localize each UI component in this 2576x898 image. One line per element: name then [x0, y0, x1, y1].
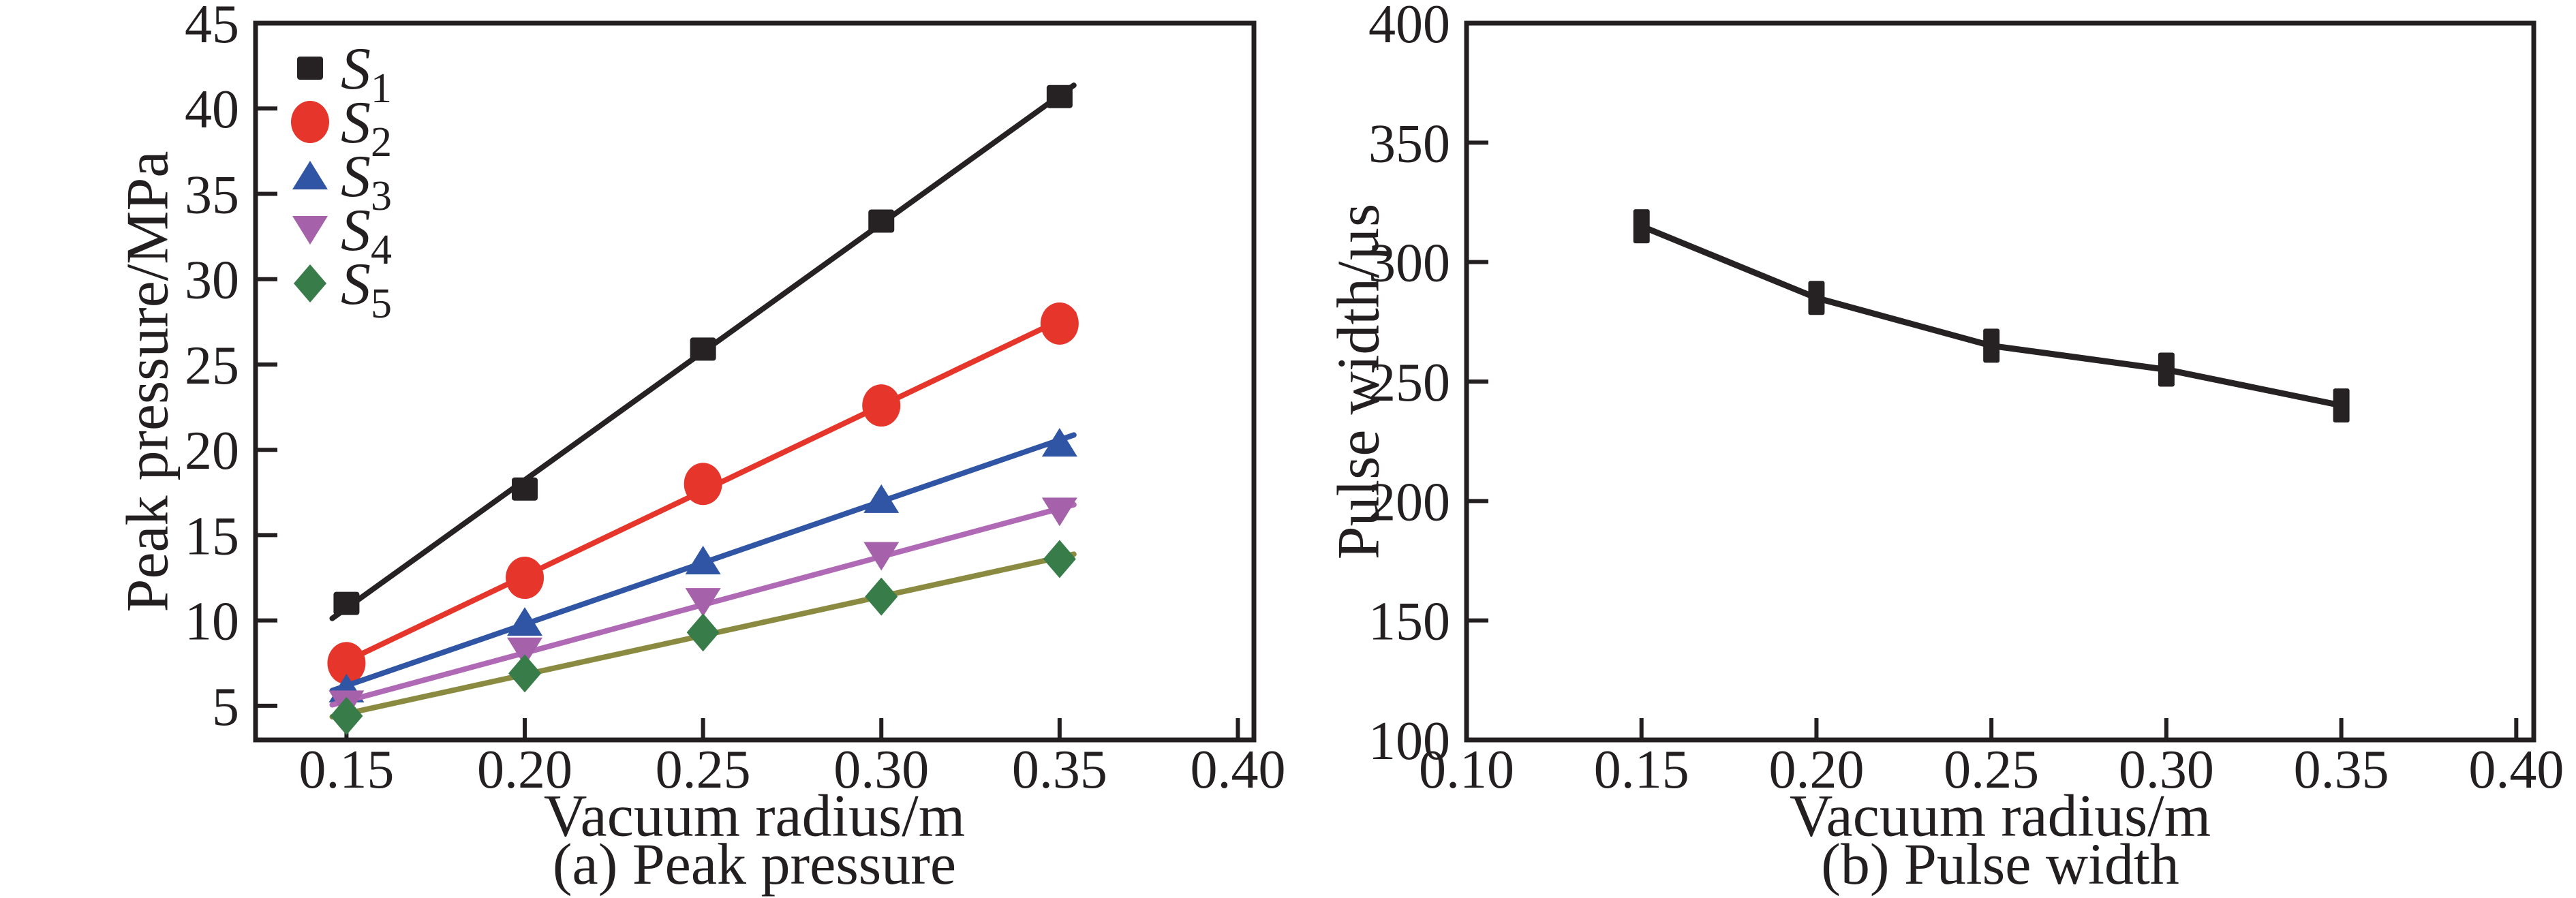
y-tick-label: 20 [185, 421, 239, 481]
circle-marker [684, 463, 722, 506]
y-tick-label: 400 [1368, 0, 1450, 55]
square-marker [2158, 352, 2175, 387]
circle-marker [1040, 302, 1079, 345]
y-tick-label: 25 [185, 336, 239, 396]
axes-frame [1464, 20, 2536, 743]
diamond-marker [865, 577, 898, 616]
circle-marker [862, 384, 901, 427]
x-tick-label: 0.30 [2119, 740, 2214, 800]
triangle-up-marker [292, 161, 328, 189]
panel-a-y-axis-label: Peak pressure/MPa [114, 151, 181, 613]
square-marker [1808, 281, 1825, 315]
x-tick-label: 0.10 [1419, 740, 1514, 800]
y-tick-label: 100 [1368, 711, 1450, 771]
triangle-down-marker [863, 542, 900, 571]
square-marker [690, 337, 716, 361]
panel-a-plot-area: 0.15 0.20 0.25 0.30 0.35 0.40 5 10 15 20 25 30 35 40 4… [185, 0, 1285, 800]
x-tick-label: 0.20 [1768, 740, 1864, 800]
diamond-marker [294, 264, 326, 303]
y-tick-label: 300 [1368, 234, 1450, 294]
square-marker [297, 57, 323, 80]
diamond-marker [330, 696, 363, 735]
triangle-up-marker [507, 607, 543, 636]
square-marker [2333, 388, 2350, 423]
x-tick-label: 0.15 [298, 740, 394, 800]
panel-b-y-axis-label: Pulse width/µs [1325, 203, 1392, 560]
x-tick-label: 0.40 [1190, 740, 1285, 800]
series-S1 [329, 82, 1077, 621]
panel-b-x-axis-label: Vacuum radius/m [1789, 783, 2211, 850]
y-tick-label: 10 [185, 592, 239, 652]
series-S4 [328, 497, 1077, 719]
y-tick-label: 250 [1368, 353, 1450, 413]
triangle-down-marker [1041, 497, 1077, 527]
y-tick-label: 15 [185, 506, 239, 566]
panel-a-x-axis-label: Vacuum radius/m [543, 783, 966, 850]
square-marker [333, 591, 360, 615]
y-tick-label: 150 [1368, 592, 1450, 652]
series-Pulse width [1633, 209, 2350, 423]
circle-marker [506, 557, 545, 600]
diamond-marker [508, 654, 542, 693]
axes-frame [253, 20, 1257, 743]
square-marker [1046, 84, 1073, 108]
x-tick-label: 0.35 [1012, 740, 1107, 800]
x-tick-label: 0.20 [477, 740, 572, 800]
x-tick-label: 0.30 [833, 740, 929, 800]
x-tick-label: 0.25 [1944, 740, 2039, 800]
y-tick-label: 200 [1368, 472, 1450, 532]
square-marker [512, 477, 538, 501]
circle-marker [327, 642, 366, 685]
x-tick-label: 0.40 [2468, 740, 2564, 800]
legend-label: S4 [341, 198, 392, 273]
triangle-down-marker [685, 588, 721, 617]
triangle-up-marker [685, 546, 721, 574]
diamond-marker [686, 613, 720, 652]
panel-b-caption: (b) Pulse width [1821, 831, 2179, 897]
y-tick-label: 30 [185, 251, 239, 311]
y-tick-label: 350 [1368, 114, 1450, 174]
x-tick-label: 0.15 [1594, 740, 1689, 800]
panel-b-plot-area: 0.10 0.15 0.20 0.25 0.30 0.35 0.40 100 150 200 250… [1368, 0, 2564, 800]
y-tick-label: 35 [185, 165, 239, 225]
triangle-down-marker [507, 637, 543, 666]
series-S2 [327, 302, 1079, 685]
panel-a-caption: (a) Peak pressure [552, 831, 957, 897]
x-tick-label: 0.35 [2294, 740, 2389, 800]
square-marker [868, 209, 895, 233]
x-tick-label: 0.25 [656, 740, 751, 800]
y-tick-label: 40 [185, 80, 239, 140]
square-marker [1983, 328, 2000, 363]
circle-marker [291, 101, 329, 143]
triangle-up-marker [863, 484, 900, 513]
triangle-up-marker [1041, 428, 1077, 457]
data-line [1638, 223, 2345, 409]
triangle-down-marker [292, 216, 328, 245]
square-marker [1633, 209, 1650, 244]
y-tick-label: 45 [185, 0, 239, 55]
series-S5 [329, 540, 1077, 735]
y-tick-label: 5 [212, 677, 239, 737]
diamond-marker [1043, 540, 1076, 578]
